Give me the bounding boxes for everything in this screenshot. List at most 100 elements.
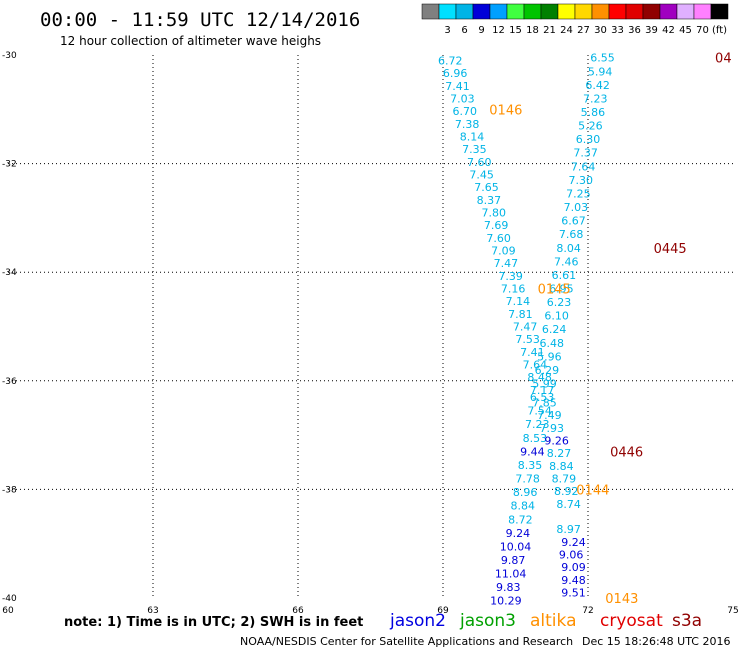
x-tick-label: 69 — [437, 606, 449, 616]
swh-data-label: 8.74 — [556, 498, 581, 511]
pass-label: 0143 — [605, 592, 638, 607]
colorbar-tick-label: 70 — [696, 25, 709, 36]
satellite-legend-jason3: jason3 — [459, 611, 516, 631]
swh-data-label: 7.64 — [523, 359, 548, 372]
y-tick-label: -38 — [2, 485, 17, 495]
swh-data-label: 6.24 — [542, 323, 567, 336]
swh-data-label: 8.79 — [552, 473, 577, 486]
footnote: note: 1) Time is in UTC; 2) SWH is in fe… — [64, 615, 363, 630]
colorbar-swatch — [472, 3, 491, 20]
swh-data-label: 7.68 — [559, 228, 584, 241]
swh-data-label: 7.47 — [513, 321, 538, 334]
swh-data-label: 6.95 — [549, 282, 574, 295]
axis-ticks: 60 63 66 69 72 75 -30 -32 -34 -36 -38 -40 — [2, 51, 739, 616]
swh-data-label: 7.03 — [564, 201, 589, 214]
swh-data-label: 6.10 — [544, 310, 569, 323]
colorbar-tick-label: 30 — [594, 25, 607, 36]
y-tick-label: -40 — [2, 594, 17, 604]
swh-data-label: 6.48 — [540, 337, 565, 350]
colorbar-tick-label: 21 — [543, 25, 556, 36]
swh-data-label: 8.97 — [556, 523, 581, 536]
swh-data-label: 5.94 — [588, 65, 613, 78]
pass-label: 0145 — [538, 282, 571, 297]
colorbar-swatch — [625, 3, 644, 20]
x-tick-label: 75 — [727, 606, 738, 616]
swh-data-label: 9.06 — [559, 549, 584, 562]
swh-data-label: 9.44 — [520, 445, 545, 458]
swh-data-label: 7.30 — [569, 174, 594, 187]
colorbar-tick-label: 3 — [444, 25, 450, 36]
colorbar-tick-label: 27 — [577, 25, 590, 36]
swh-data-label: 9.24 — [561, 536, 586, 549]
swh-data-label: 9.09 — [561, 561, 586, 574]
colorbar-tick-label: 9 — [478, 25, 484, 36]
swh-data-label: 8.92 — [554, 485, 579, 498]
satellite-legend-jason2: jason2 — [389, 611, 446, 631]
y-tick-label: -34 — [2, 268, 17, 278]
x-tick-label: 60 — [2, 606, 14, 616]
colorbar-tick-label: 15 — [509, 25, 522, 36]
colorbar-swatch — [608, 3, 627, 20]
credit-line: NOAA/NESDIS Center for Satellite Applica… — [240, 635, 573, 648]
swh-data-label: 8.37 — [477, 194, 502, 207]
swh-data-label: 9.83 — [496, 581, 521, 594]
colorbar-swatch — [574, 3, 593, 20]
swh-data-label: 7.37 — [573, 147, 598, 160]
swh-data-label: 7.80 — [482, 206, 507, 219]
swh-data-label: 8.14 — [460, 130, 485, 143]
satellite-legend-altika: altika — [530, 611, 577, 631]
swh-data-label: 7.46 — [554, 255, 579, 268]
swh-data-label: 7.45 — [469, 168, 494, 181]
swh-data-label: 5.26 — [578, 120, 603, 133]
x-tick-label: 63 — [147, 606, 158, 616]
swh-data-label: 8.48 — [527, 371, 552, 384]
colorbar-swatch — [557, 3, 576, 20]
colorbar-tick-label: 24 — [560, 25, 573, 36]
swh-data-label: 7.16 — [501, 282, 526, 295]
swh-data-label: 5.99 — [532, 378, 557, 391]
swh-data-label: 8.84 — [511, 500, 536, 513]
swh-data-label: 7.17 — [530, 384, 555, 397]
swh-data-label: 7.53 — [515, 333, 540, 346]
swh-data-label: 10.04 — [500, 540, 532, 553]
chart-subtitle: 12 hour collection of altimeter wave hei… — [60, 34, 321, 48]
x-tick-label: 66 — [292, 606, 304, 616]
colorbar-swatch — [523, 3, 542, 20]
colorbar-tick-label: 36 — [628, 25, 641, 36]
swh-data-label: 5.86 — [581, 106, 606, 119]
pass-label: 0445 — [654, 242, 687, 257]
swh-data-label: 6.96 — [443, 67, 468, 80]
colorbar-swatch — [591, 3, 610, 20]
swh-data-label: 7.85 — [532, 397, 557, 410]
swh-data-label: 5.96 — [537, 350, 562, 363]
swh-data-label: 7.60 — [467, 156, 492, 169]
y-tick-label: -32 — [2, 160, 17, 170]
color-legend-bar: 3 6 9 12 15 18 21 24 27 30 33 36 39 42 45 70 (ft) — [421, 3, 729, 36]
pass-label: 04 — [715, 52, 732, 67]
colorbar-swatch — [506, 3, 525, 20]
colorbar-swatch — [710, 3, 729, 20]
swh-data-label: 6.23 — [547, 296, 572, 309]
swh-data-label: 7.03 — [450, 92, 475, 105]
swh-data-label: 7.39 — [498, 270, 523, 283]
satellite-legend-s3a: s3a — [672, 611, 702, 631]
colorbar-swatch — [455, 3, 474, 20]
colorbar-swatch — [642, 3, 661, 20]
swh-data-label: 6.72 — [438, 54, 463, 67]
swh-data-label: 8.84 — [549, 460, 574, 473]
swh-data-label: 6.55 — [590, 52, 615, 65]
swh-data-label: 7.23 — [525, 418, 550, 431]
pass-label: 0446 — [610, 445, 643, 460]
swh-data-label: 6.53 — [530, 391, 555, 404]
swh-data-label: 8.27 — [547, 447, 572, 460]
colorbar-tick-label: 45 — [679, 25, 692, 36]
swh-data-label: 9.48 — [561, 574, 586, 587]
colorbar-tick-label: 18 — [526, 25, 539, 36]
swh-data-label: 7.14 — [506, 295, 531, 308]
swh-data-label: 8.53 — [523, 432, 548, 445]
chart-grid — [8, 55, 733, 598]
swh-data-label: 9.24 — [506, 527, 531, 540]
swh-data-label: 7.93 — [540, 422, 565, 435]
swh-data-label: 7.81 — [508, 308, 533, 321]
